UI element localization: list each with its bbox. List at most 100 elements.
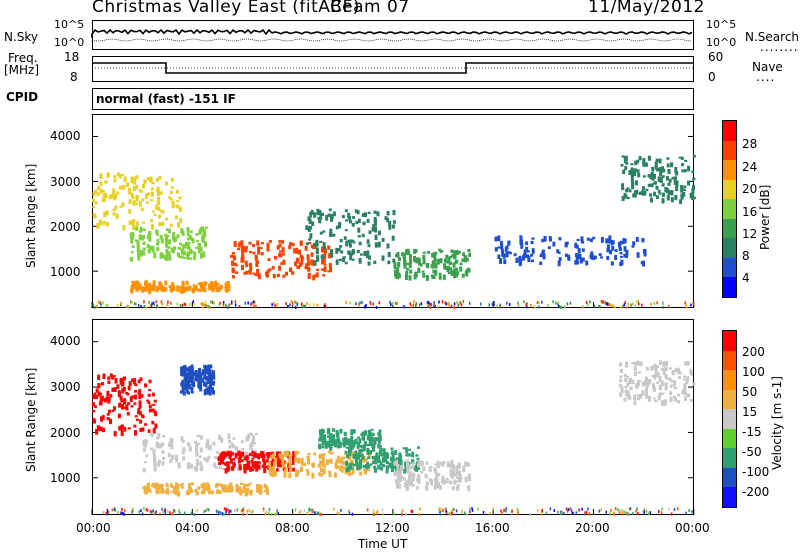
heatmap-cell (429, 466, 433, 469)
heatmap-cell (397, 458, 401, 465)
heatmap-cell (147, 401, 151, 405)
heatmap-cell (412, 303, 414, 307)
heatmap-cell (356, 443, 360, 449)
heatmap-cell (174, 509, 176, 513)
heatmap-cell (329, 433, 333, 439)
heatmap-cell (674, 397, 677, 402)
heatmap-cell (606, 302, 608, 306)
noise-left-tick-bottom: 10^0 (54, 36, 85, 49)
heatmap-cell (188, 366, 192, 368)
heatmap-cell (187, 380, 191, 387)
heatmap-cell (345, 219, 349, 222)
heatmap-cell (510, 511, 513, 515)
heatmap-cell (411, 484, 415, 487)
heatmap-cell (352, 429, 356, 434)
heatmap-cell (140, 249, 144, 254)
heatmap-cell (99, 426, 103, 432)
heatmap-cell (368, 434, 372, 439)
heatmap-cell (315, 242, 319, 247)
heatmap-cell (119, 395, 123, 400)
colorbar-segment (723, 179, 736, 200)
heatmap-cell (404, 482, 407, 488)
heatmap-cell (344, 261, 348, 265)
heatmap-cell (434, 485, 438, 490)
heatmap-cell (460, 303, 463, 307)
heatmap-cell (193, 251, 197, 257)
heatmap-cell (295, 258, 299, 264)
heatmap-cell (92, 303, 94, 307)
heatmap-cell (254, 300, 256, 304)
heatmap-cell (250, 302, 252, 306)
power-cb-tick: 16 (742, 205, 758, 219)
heatmap-cell (361, 455, 365, 460)
heatmap-cell (670, 197, 674, 203)
heatmap-cell (160, 288, 164, 292)
heatmap-cell (274, 512, 277, 516)
heatmap-cell (106, 396, 109, 399)
heatmap-cell (144, 283, 148, 287)
heatmap-cell (159, 191, 163, 195)
heatmap-cell (683, 185, 687, 189)
heatmap-cell (366, 462, 369, 467)
heatmap-cell (401, 509, 404, 513)
heatmap-cell (328, 263, 332, 268)
heatmap-cell (658, 192, 662, 195)
heatmap-cell (156, 239, 160, 244)
heatmap-cell (692, 177, 696, 181)
heatmap-cell (340, 469, 344, 473)
heatmap-cell (105, 303, 108, 307)
heatmap-cell (631, 511, 634, 515)
heatmap-cell (134, 415, 138, 418)
heatmap-cell (150, 219, 153, 223)
heatmap-cell (266, 245, 270, 252)
heatmap-cell (165, 243, 169, 248)
heatmap-cell (449, 468, 453, 475)
heatmap-cell (137, 286, 141, 291)
heatmap-cell (582, 305, 584, 309)
heatmap-cell (642, 175, 646, 178)
heatmap-cell (683, 390, 687, 396)
heatmap-cell (667, 377, 671, 381)
heatmap-cell (155, 443, 159, 448)
heatmap-cell (523, 254, 527, 258)
heatmap-cell (426, 263, 430, 269)
heatmap-cell (312, 508, 315, 512)
heatmap-cell (172, 490, 176, 494)
heatmap-cell (317, 511, 320, 515)
heatmap-cell (415, 486, 419, 490)
heatmap-cell (194, 370, 198, 374)
heatmap-cell (651, 166, 655, 172)
velocity-cb-tick: 50 (742, 385, 758, 399)
heatmap-cell (131, 300, 133, 304)
heatmap-cell (679, 199, 683, 205)
heatmap-cell (456, 301, 458, 305)
heatmap-cell (131, 378, 135, 383)
heatmap-cell (667, 305, 670, 308)
heatmap-cell (365, 464, 369, 470)
heatmap-cell (523, 300, 525, 304)
heatmap-cell (458, 463, 462, 468)
heatmap-cell (256, 271, 260, 277)
heatmap-cell (254, 256, 258, 261)
heatmap-cell (371, 460, 375, 464)
heatmap-cell (253, 461, 257, 464)
heatmap-cell (205, 387, 209, 392)
heatmap-cell (132, 185, 136, 191)
heatmap-cell (621, 510, 624, 514)
heatmap-cell (181, 366, 185, 370)
heatmap-cell (321, 437, 325, 443)
heatmap-cell (202, 254, 206, 258)
heatmap-cell (322, 242, 326, 248)
heatmap-cell (198, 288, 202, 292)
heatmap-cell (408, 465, 412, 470)
heatmap-cell (195, 448, 199, 452)
heatmap-cell (662, 168, 666, 173)
heatmap-cell (430, 264, 434, 268)
heatmap-cell (312, 275, 316, 281)
heatmap-cell (621, 196, 625, 202)
heatmap-cell (625, 512, 628, 516)
heatmap-cell (690, 303, 692, 307)
heatmap-cell (207, 388, 211, 392)
heatmap-cell (238, 241, 242, 248)
